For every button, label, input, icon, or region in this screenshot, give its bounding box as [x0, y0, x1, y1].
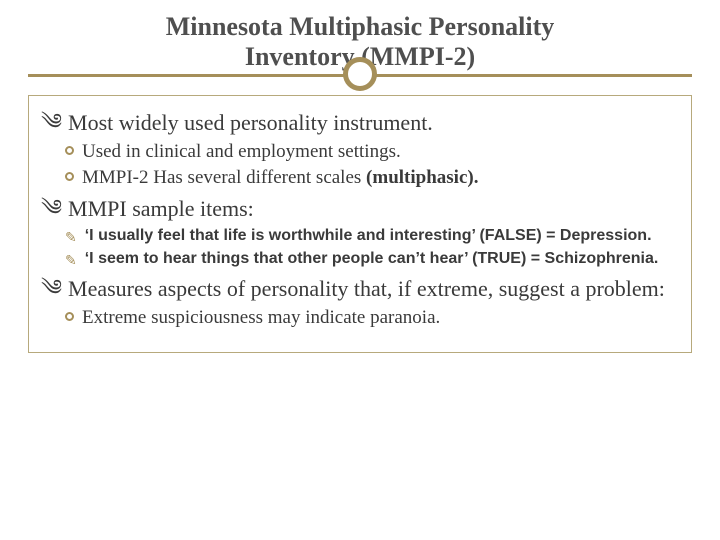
swirl-icon: ༄	[41, 276, 62, 300]
bullet-item: ༄ MMPI sample items:	[41, 196, 679, 222]
title-circle-icon	[343, 57, 377, 91]
swirl-icon: ༄	[41, 110, 62, 134]
sub-bullet-text: Extreme suspiciousness may indicate para…	[82, 306, 440, 330]
pencil-icon: ✎	[65, 229, 77, 246]
sub-bullet-item: Extreme suspiciousness may indicate para…	[65, 306, 679, 330]
circle-icon	[65, 172, 74, 181]
slide: Minnesota Multiphasic Personality Invent…	[0, 0, 720, 540]
title-line-1: Minnesota Multiphasic Personality	[166, 12, 555, 41]
sub-bullet-text: MMPI-2 Has several different scales (mul…	[82, 166, 478, 190]
title-area: Minnesota Multiphasic Personality Invent…	[28, 12, 692, 77]
sub-bullet-text: ‘I seem to hear things that other people…	[85, 249, 659, 270]
content-box: ༄ Most widely used personality instrumen…	[28, 95, 692, 353]
circle-icon	[65, 312, 74, 321]
pencil-icon: ✎	[65, 252, 77, 269]
title-underline	[28, 74, 692, 77]
sub-bullet-text: ‘I usually feel that life is worthwhile …	[85, 226, 652, 247]
sub-bullet-text: Used in clinical and employment settings…	[82, 140, 401, 164]
sub-bullet-item: MMPI-2 Has several different scales (mul…	[65, 166, 679, 190]
circle-icon	[65, 146, 74, 155]
swirl-icon: ༄	[41, 196, 62, 220]
sub-bullet-item: Used in clinical and employment settings…	[65, 140, 679, 164]
sub-bullet-item: ✎ ‘I usually feel that life is worthwhil…	[65, 226, 679, 247]
bullet-item: ༄ Measures aspects of personality that, …	[41, 276, 679, 302]
sub-bullet-item: ✎ ‘I seem to hear things that other peop…	[65, 249, 679, 270]
bullet-text: Measures aspects of personality that, if…	[68, 276, 665, 302]
bullet-text: Most widely used personality instrument.	[68, 110, 433, 136]
bullet-text: MMPI sample items:	[68, 196, 254, 222]
bullet-item: ༄ Most widely used personality instrumen…	[41, 110, 679, 136]
